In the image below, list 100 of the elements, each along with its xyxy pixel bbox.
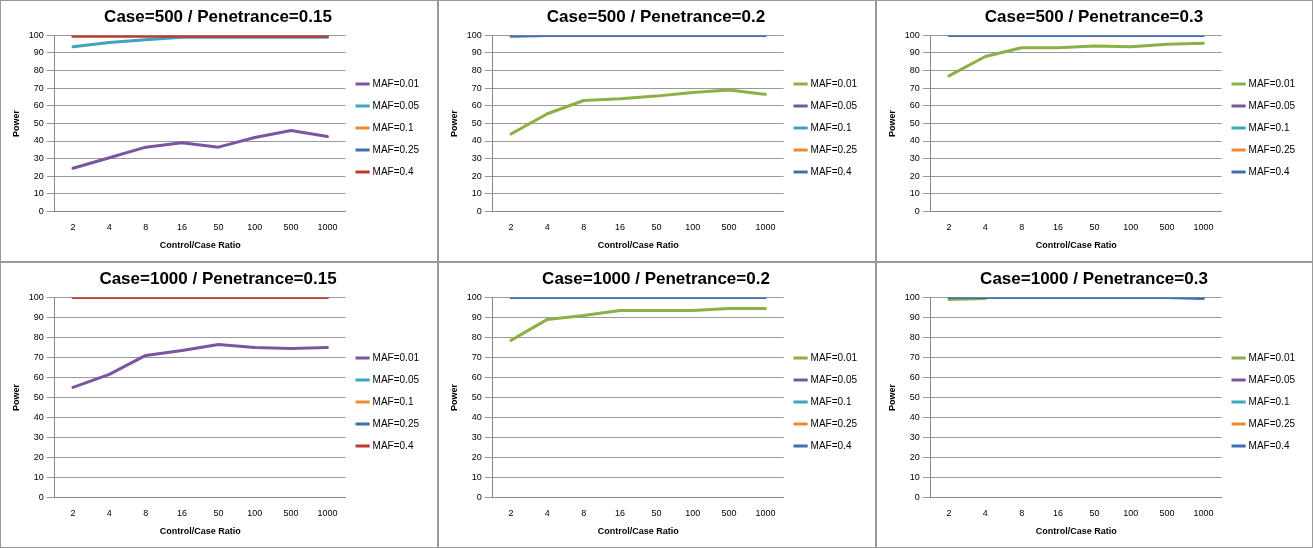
legend-label: MAF=0.05 xyxy=(372,99,420,111)
y-tick-label: 30 xyxy=(471,153,482,164)
y-tick-label: 100 xyxy=(28,291,44,302)
x-tick-label: 4 xyxy=(544,222,550,233)
y-axis-title: Power xyxy=(886,109,897,137)
y-tick-label: 80 xyxy=(471,331,482,342)
legend-label: MAF=0.25 xyxy=(1248,143,1296,155)
x-axis-title: Control/Case Ratio xyxy=(1035,526,1118,537)
x-tick-label: 8 xyxy=(1019,508,1025,519)
y-tick-label: 100 xyxy=(466,29,482,40)
legend-label: MAF=0.25 xyxy=(810,143,858,155)
legend-label: MAF=0.05 xyxy=(1248,373,1296,385)
y-tick-label: 80 xyxy=(33,65,44,76)
x-tick-label: 100 xyxy=(685,508,701,519)
legend-label: MAF=0.25 xyxy=(1248,417,1296,429)
x-axis-title: Control/Case Ratio xyxy=(1035,240,1118,251)
legend-label: MAF=0.05 xyxy=(1248,99,1296,111)
legend-label: MAF=0.01 xyxy=(1248,77,1296,89)
x-axis-title: Control/Case Ratio xyxy=(597,240,680,251)
y-tick-label: 30 xyxy=(33,431,44,442)
y-tick-label: 90 xyxy=(471,311,482,322)
y-axis-title: Power xyxy=(10,109,21,137)
y-tick-label: 10 xyxy=(909,471,920,482)
legend-label: MAF=0.4 xyxy=(372,439,414,451)
y-tick-label: 50 xyxy=(471,117,482,128)
legend-label: MAF=0.1 xyxy=(810,395,852,407)
y-tick-label: 100 xyxy=(904,29,920,40)
legend-label: MAF=0.4 xyxy=(810,439,852,451)
x-tick-label: 1000 xyxy=(755,222,776,233)
y-tick-label: 90 xyxy=(33,47,44,58)
y-tick-label: 0 xyxy=(476,491,482,502)
y-tick-label: 40 xyxy=(33,411,44,422)
y-axis-title: Power xyxy=(886,383,897,411)
x-tick-label: 1000 xyxy=(317,508,338,519)
y-tick-label: 60 xyxy=(33,371,44,382)
chart-title: Case=500 / Penetrance=0.3 xyxy=(984,6,1204,26)
y-tick-label: 90 xyxy=(909,47,920,58)
x-tick-label: 100 xyxy=(1123,508,1139,519)
x-tick-label: 8 xyxy=(581,222,587,233)
legend-label: MAF=0.4 xyxy=(810,165,852,177)
y-tick-label: 100 xyxy=(28,29,44,40)
y-tick-label: 10 xyxy=(33,471,44,482)
legend-label: MAF=0.4 xyxy=(1248,439,1290,451)
y-tick-label: 70 xyxy=(471,82,482,93)
y-tick-label: 20 xyxy=(471,170,482,181)
y-tick-label: 20 xyxy=(909,170,920,181)
legend-label: MAF=0.4 xyxy=(372,165,414,177)
x-tick-label: 16 xyxy=(1053,222,1064,233)
x-tick-label: 100 xyxy=(685,222,701,233)
x-axis-title: Control/Case Ratio xyxy=(597,526,680,537)
x-tick-label: 16 xyxy=(177,222,188,233)
y-tick-label: 70 xyxy=(909,82,920,93)
x-tick-label: 50 xyxy=(213,222,224,233)
y-tick-label: 40 xyxy=(471,411,482,422)
y-tick-label: 90 xyxy=(471,47,482,58)
y-tick-label: 10 xyxy=(471,188,482,199)
y-axis-title: Power xyxy=(448,383,459,411)
x-tick-label: 16 xyxy=(615,508,626,519)
x-tick-label: 500 xyxy=(721,508,737,519)
y-tick-label: 80 xyxy=(33,331,44,342)
x-tick-label: 2 xyxy=(508,508,514,519)
legend-label: MAF=0.01 xyxy=(1248,351,1296,363)
y-tick-label: 80 xyxy=(909,331,920,342)
chart-title: Case=1000 / Penetrance=0.15 xyxy=(99,268,337,288)
y-tick-label: 0 xyxy=(914,491,920,502)
legend-label: MAF=0.1 xyxy=(372,395,414,407)
y-tick-label: 70 xyxy=(33,82,44,93)
y-tick-label: 40 xyxy=(33,135,44,146)
y-tick-label: 60 xyxy=(909,371,920,382)
y-tick-label: 0 xyxy=(914,205,920,216)
x-tick-label: 4 xyxy=(544,508,550,519)
x-tick-label: 50 xyxy=(213,508,224,519)
y-tick-label: 20 xyxy=(471,451,482,462)
x-tick-label: 50 xyxy=(1089,508,1100,519)
x-axis-title: Control/Case Ratio xyxy=(159,240,242,251)
x-tick-label: 50 xyxy=(651,508,662,519)
y-tick-label: 50 xyxy=(909,391,920,402)
chart-title: Case=1000 / Penetrance=0.3 xyxy=(980,268,1208,288)
y-tick-label: 90 xyxy=(33,311,44,322)
x-tick-label: 500 xyxy=(721,222,737,233)
y-tick-label: 60 xyxy=(909,100,920,111)
y-tick-label: 30 xyxy=(471,431,482,442)
y-tick-label: 100 xyxy=(466,291,482,302)
y-tick-label: 60 xyxy=(33,100,44,111)
y-tick-label: 80 xyxy=(909,65,920,76)
y-tick-label: 10 xyxy=(909,188,920,199)
legend-label: MAF=0.01 xyxy=(372,351,420,363)
y-tick-label: 100 xyxy=(904,291,920,302)
legend-label: MAF=0.1 xyxy=(372,121,414,133)
x-tick-label: 16 xyxy=(615,222,626,233)
y-tick-label: 0 xyxy=(38,491,44,502)
y-tick-label: 50 xyxy=(33,391,44,402)
y-tick-label: 60 xyxy=(471,100,482,111)
chart-title: Case=1000 / Penetrance=0.2 xyxy=(542,268,770,288)
legend-label: MAF=0.01 xyxy=(810,77,858,89)
legend-label: MAF=0.1 xyxy=(810,121,852,133)
x-tick-label: 16 xyxy=(1053,508,1064,519)
y-tick-label: 50 xyxy=(471,391,482,402)
y-tick-label: 50 xyxy=(909,117,920,128)
x-tick-label: 50 xyxy=(1089,222,1100,233)
